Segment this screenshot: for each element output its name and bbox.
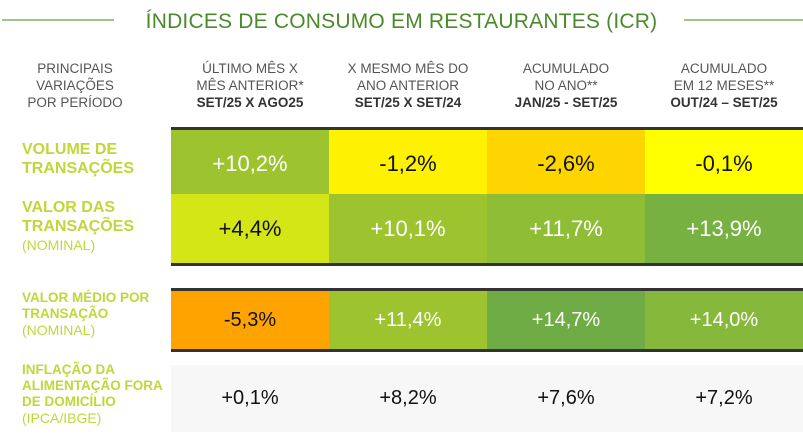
column-header: ACUMULADO EM 12 MESES** OUT/24 – SET/25 [645, 60, 803, 112]
value-cell: -0,1% [645, 130, 803, 197]
header-period: SET/25 X AGO25 [196, 95, 304, 110]
row-label-note: (NOMINAL) [22, 237, 96, 253]
value-cell: +7,2% [645, 365, 803, 432]
header-line: ANO ANTERIOR [356, 78, 459, 93]
value-cell: +10,1% [329, 194, 487, 263]
table-row: +0,1% +8,2% +7,6% +7,2% [171, 365, 803, 432]
value-cell: -1,2% [329, 130, 487, 197]
column-header: ÚLTIMO MÊS X MÊS ANTERIOR* SET/25 X AGO25 [171, 60, 329, 112]
header-period: OUT/24 – SET/25 [670, 95, 778, 110]
value-cell: +10,2% [171, 130, 329, 197]
value-cell: -2,6% [487, 130, 645, 197]
header-line: NO ANO** [534, 78, 598, 93]
title-rule-right [684, 19, 803, 21]
row-label: VALOR DAS TRANSAÇÕES (NOMINAL) [22, 198, 152, 255]
header-period: SET/25 X SET/24 [354, 95, 462, 110]
row-label: INFLAÇÃO DA ALIMENTAÇÃO FORA DE DOMICÍLI… [22, 362, 172, 426]
row-label: VOLUME DE TRANSAÇÕES [22, 140, 152, 178]
table-row: +4,4% +10,1% +11,7% +13,9% [171, 194, 803, 266]
header-period: JAN/25 - SET/25 [514, 95, 618, 110]
column-header: X MESMO MÊS DO ANO ANTERIOR SET/25 X SET/2… [329, 60, 487, 112]
header-line: X MESMO MÊS DO [347, 61, 469, 76]
header-line: POR PERÍODO [27, 95, 123, 110]
row-label-note: (NOMINAL) [22, 322, 96, 338]
row-label-note: (IPCA/IBGE) [22, 410, 102, 426]
table-row: +10,2% -1,2% -2,6% -0,1% [171, 127, 803, 197]
value-cell: +8,2% [329, 365, 487, 432]
value-cell: +14,0% [645, 291, 803, 349]
row-label-text: VALOR MÉDIO POR TRANSAÇÃO [22, 290, 150, 321]
table-row: -5,3% +11,4% +14,7% +14,0% [171, 288, 803, 352]
value-cell: -5,3% [171, 291, 329, 349]
row-label-text: VALOR DAS TRANSAÇÕES [22, 199, 135, 235]
column-header: PRINCIPAIS VARIAÇÕES POR PERÍODO [0, 60, 150, 112]
header-line: VARIAÇÕES [36, 78, 114, 93]
row-label-text: INFLAÇÃO DA ALIMENTAÇÃO FORA DE DOMICÍLI… [22, 362, 163, 409]
header-line: MÊS ANTERIOR* [196, 78, 304, 93]
value-cell: +11,4% [329, 291, 487, 349]
value-cell: +7,6% [487, 365, 645, 432]
row-label: VALOR MÉDIO POR TRANSAÇÃO (NOMINAL) [22, 290, 162, 338]
value-cell: +4,4% [171, 194, 329, 263]
title-rule-left [2, 19, 114, 21]
column-header: ACUMULADO NO ANO** JAN/25 - SET/25 [487, 60, 645, 112]
row-label-text: VOLUME DE TRANSAÇÕES [22, 141, 135, 177]
header-line: ÚLTIMO MÊS X [202, 61, 298, 76]
page-title: ÍNDICES DE CONSUMO EM RESTAURANTES (ICR) [135, 10, 668, 34]
value-cell: +0,1% [171, 365, 329, 432]
value-cell: +11,7% [487, 194, 645, 263]
header-line: ACUMULADO [522, 61, 610, 76]
value-cell: +14,7% [487, 291, 645, 349]
value-cell: +13,9% [645, 194, 803, 263]
header-line: EM 12 MESES** [673, 78, 775, 93]
header-line: PRINCIPAIS [37, 61, 113, 76]
header-line: ACUMULADO [680, 61, 768, 76]
